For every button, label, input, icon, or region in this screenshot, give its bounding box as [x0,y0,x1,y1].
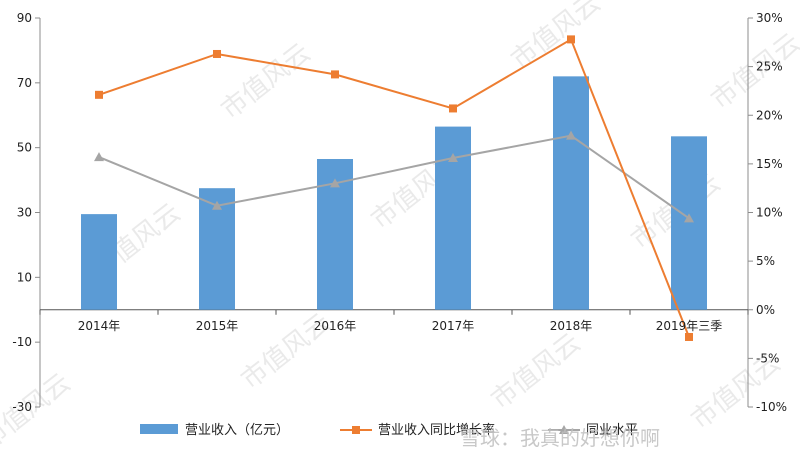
revenue-growth-point [331,70,339,79]
left-tick-label: 70 [17,76,32,90]
left-tick-label: -10 [12,335,32,349]
left-tick-label: 50 [17,141,32,155]
legend-label: 营业收入同比增长率 [378,422,495,438]
legend-bar-swatch [140,424,178,434]
right-tick-label: 25% [756,60,783,74]
watermark-text: 市值风云 [216,38,316,126]
right-tick-label: 10% [756,206,783,220]
revenue-growth-point [213,49,221,58]
category-label: 2014年 [78,319,121,333]
axis-labels: 90 70 50 30 10 -10 -30 30% 25% 20% 15% 10% 5% 0% -5% -1… [12,11,787,414]
category-label: 2017年 [432,319,475,333]
left-tick-label: 10 [17,270,32,284]
right-tick-label: -5% [756,351,779,365]
revenue-growth-point [567,35,575,44]
left-tick-label: 90 [17,11,32,25]
category-label: 2019年三季 [656,319,723,333]
bar [553,76,589,310]
line-series [94,35,694,341]
bar [671,136,707,310]
right-tick-label: 30% [756,11,783,25]
watermark-text: 市值风云 [486,328,586,416]
legend-peer-marker [559,425,569,434]
axes [35,17,753,408]
revenue-growth-line [98,37,690,338]
peer-level-point [212,200,222,210]
peer-level-point [566,130,576,140]
right-tick-label: 20% [756,108,783,122]
peer-level-point [94,152,104,162]
legend-growth-marker [352,426,360,434]
right-tick-label: -10% [756,400,787,414]
legend-label: 同业水平 [586,423,638,438]
peer-level-point [448,153,458,163]
right-tick-label: 15% [756,157,783,171]
legend: 营业收入（亿元） 营业收入同比增长率 同业水平 [140,422,638,438]
left-tick-label: -30 [12,400,32,414]
category-label: 2018年 [550,319,593,333]
legend-label: 营业收入（亿元） [185,423,289,438]
revenue-growth-point [449,104,457,113]
category-label: 2016年 [314,319,357,333]
bar [81,214,117,310]
peer-level-point [684,213,694,223]
revenue-growth-point [95,90,103,99]
watermark-brand: 雪球：我真的好想你啊 [460,426,660,450]
peer-level-line [98,134,690,220]
right-tick-label: 5% [756,254,775,268]
category-label: 2015年 [196,319,239,333]
watermark-text: 市值风云 [506,0,606,76]
watermark-text: 市值风云 [706,28,800,116]
right-tick-label: 0% [756,303,775,317]
revenue-growth-point [685,332,693,341]
left-tick-label: 30 [17,206,32,220]
peer-level-point [330,178,340,188]
